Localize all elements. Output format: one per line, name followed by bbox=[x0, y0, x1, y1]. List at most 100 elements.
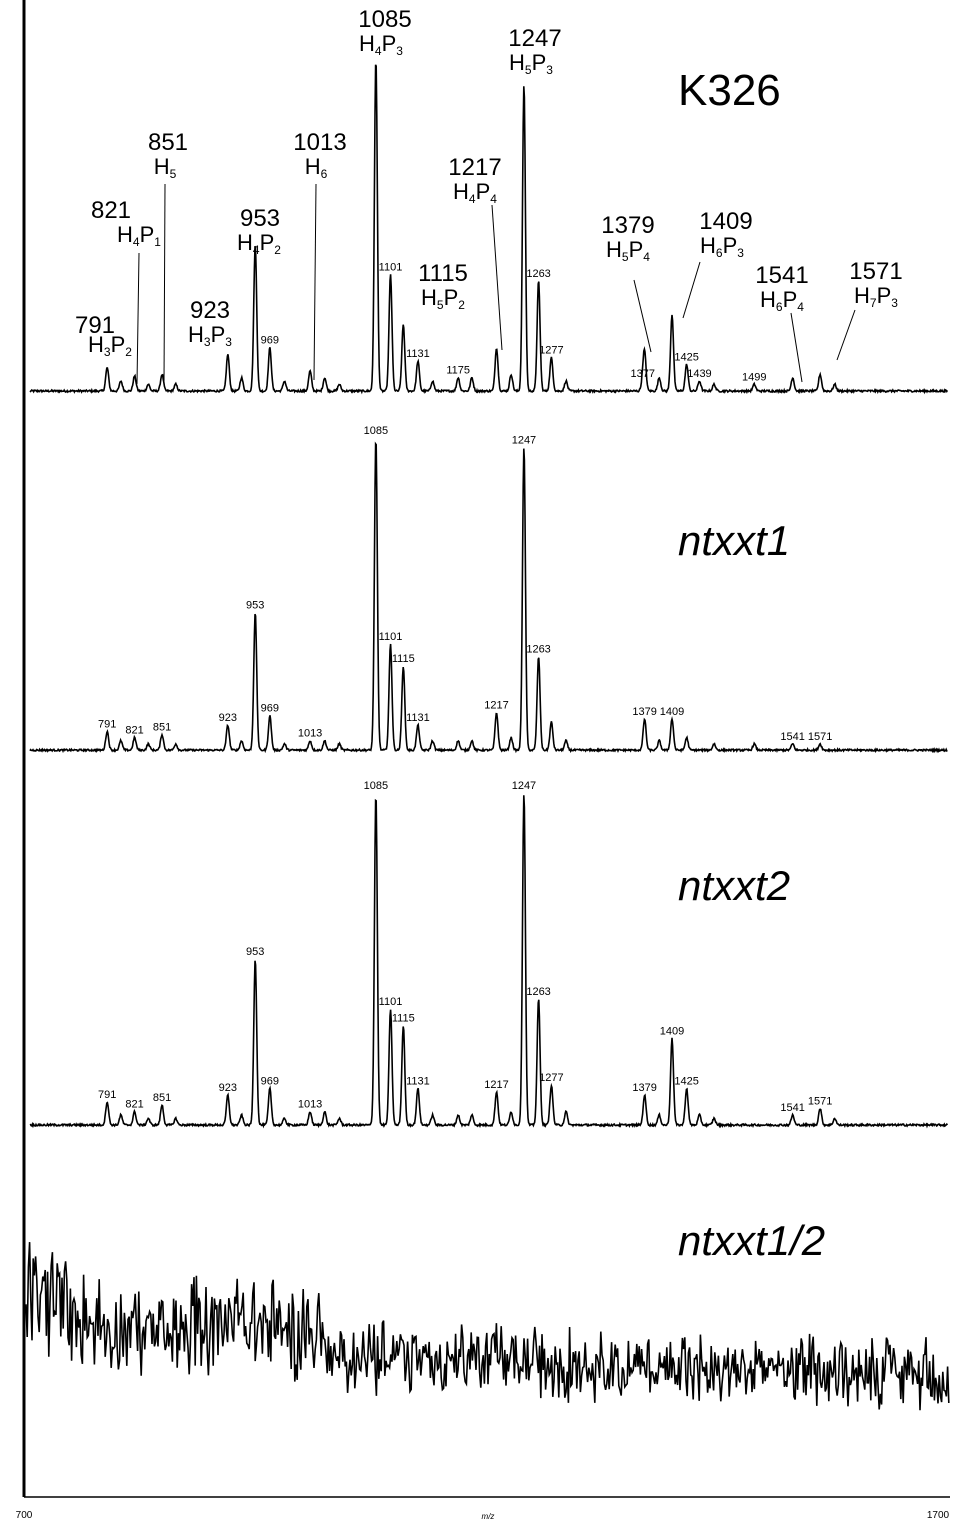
peak-label-1247: 1247 bbox=[512, 780, 536, 792]
peak-label-791: 791 bbox=[98, 718, 116, 730]
annotation-mass-1379: 1379 bbox=[601, 212, 654, 239]
peak-label-791: 791 bbox=[98, 1089, 116, 1101]
peak-label-1247: 1247 bbox=[512, 434, 536, 446]
peak-label-1425: 1425 bbox=[674, 1075, 698, 1087]
sample-titles: K326 ntxxt1 ntxxt2 ntxxt1/2 bbox=[678, 66, 825, 1264]
peak-label-1379: 1379 bbox=[632, 706, 656, 718]
spectrum-trace bbox=[29, 441, 948, 754]
peak-label-1499: 1499 bbox=[742, 371, 766, 383]
leader-line-1217 bbox=[491, 204, 503, 351]
peak-label-1013: 1013 bbox=[298, 728, 322, 740]
peak-label-1439: 1439 bbox=[687, 368, 711, 380]
peak-label-1131: 1131 bbox=[406, 1075, 430, 1087]
peak-label-851: 851 bbox=[153, 721, 171, 733]
annotation-mass-791: 791 bbox=[75, 312, 115, 339]
annotation-mass-851: 851 bbox=[148, 129, 188, 156]
spectrum-trace bbox=[29, 795, 949, 1129]
annotation-composition-821: H4P1 bbox=[117, 222, 161, 249]
x-tick-max: 1700 bbox=[927, 1510, 950, 1521]
peak-label-1101: 1101 bbox=[379, 261, 403, 273]
panel-ntxxt2 bbox=[29, 795, 949, 1129]
peak-label-1217: 1217 bbox=[484, 1079, 508, 1091]
annotation-composition-1247: H5P3 bbox=[509, 50, 553, 77]
annotation-composition-923: H3P3 bbox=[188, 322, 232, 349]
peak-label-1175: 1175 bbox=[446, 365, 470, 377]
peak-label-1377: 1377 bbox=[631, 368, 655, 380]
annotation-composition-851: H5 bbox=[154, 154, 177, 181]
peak-label-1263: 1263 bbox=[526, 643, 550, 655]
annotation-composition-1217: H4P4 bbox=[453, 179, 497, 206]
peak-label-1425: 1425 bbox=[674, 351, 698, 363]
annotation-composition-1115: H5P2 bbox=[421, 285, 465, 312]
x-axis-label: m/z bbox=[482, 1512, 495, 1521]
annotation-mass-821: 821 bbox=[91, 197, 131, 224]
peak-label-1571: 1571 bbox=[808, 1095, 832, 1107]
sample-title: ntxxt1 bbox=[678, 517, 790, 564]
annotation-mass-1247: 1247 bbox=[508, 25, 561, 52]
peak-label-923: 923 bbox=[219, 712, 237, 724]
peak-label-1409: 1409 bbox=[660, 1026, 684, 1038]
sample-title: K326 bbox=[678, 66, 781, 115]
peak-label-969: 969 bbox=[261, 335, 279, 347]
annotation-mass-1541: 1541 bbox=[755, 262, 808, 289]
annotation-mass-1115: 1115 bbox=[418, 260, 468, 287]
peak-label-1115: 1115 bbox=[392, 653, 415, 665]
annotation-mass-1013: 1013 bbox=[293, 129, 346, 156]
peak-label-1085: 1085 bbox=[364, 425, 388, 437]
peak-label-1085: 1085 bbox=[364, 780, 388, 792]
panel-ntxxt1 bbox=[29, 441, 948, 754]
annotation-mass-1409: 1409 bbox=[699, 208, 752, 235]
annotation-mass-923: 923 bbox=[190, 297, 230, 324]
peak-label-969: 969 bbox=[261, 703, 279, 715]
sample-title: ntxxt1/2 bbox=[678, 1217, 825, 1264]
leader-line-821 bbox=[136, 252, 140, 385]
spectra-traces bbox=[25, 64, 950, 1411]
peak-label-1263: 1263 bbox=[526, 986, 550, 998]
peak-label-1263: 1263 bbox=[526, 268, 550, 280]
peak-annotations: 969 1101 1131 1175 1263 1277 1377 1425 1439 1499 7… bbox=[75, 6, 903, 1114]
annotation-mass-1571: 1571 bbox=[849, 258, 902, 285]
peak-label-1277: 1277 bbox=[539, 345, 563, 357]
leader-line-1379 bbox=[633, 279, 652, 353]
peak-label-1115: 1115 bbox=[392, 1012, 415, 1024]
annotation-mass-1085: 1085 bbox=[358, 6, 411, 33]
sample-title: ntxxt2 bbox=[678, 862, 790, 909]
panel-ntxxt1-2 bbox=[25, 1242, 950, 1411]
x-tick-min: 700 bbox=[16, 1510, 33, 1521]
peak-label-953: 953 bbox=[246, 600, 264, 612]
leader-line-1409 bbox=[682, 261, 701, 319]
peak-label-821: 821 bbox=[125, 725, 143, 737]
annotation-composition-953: H4P2 bbox=[237, 230, 281, 257]
annotation-composition-1409: H6P3 bbox=[700, 233, 744, 260]
peak-label-1013: 1013 bbox=[298, 1099, 322, 1111]
peak-label-821: 821 bbox=[125, 1099, 143, 1111]
peak-label-1379: 1379 bbox=[632, 1082, 656, 1094]
annotation-composition-1541: H6P4 bbox=[760, 287, 804, 314]
annotation-composition-1379: H5P4 bbox=[606, 237, 650, 264]
peak-label-953: 953 bbox=[246, 946, 264, 958]
peak-label-969: 969 bbox=[261, 1075, 279, 1087]
spectrum-trace bbox=[29, 64, 949, 395]
peak-label-1571: 1571 bbox=[808, 731, 832, 743]
annotation-composition-791: H3P2 bbox=[88, 332, 132, 359]
peak-label-1541: 1541 bbox=[780, 1102, 804, 1114]
peak-label-923: 923 bbox=[219, 1082, 237, 1094]
peak-label-1217: 1217 bbox=[484, 700, 508, 712]
leader-line-1541 bbox=[790, 312, 803, 383]
leader-line-851 bbox=[163, 183, 166, 385]
panel-K326 bbox=[29, 64, 949, 395]
peak-label-1101: 1101 bbox=[379, 996, 403, 1008]
annotation-composition-1085: H4P3 bbox=[359, 31, 403, 58]
leader-line-1571 bbox=[836, 309, 856, 361]
peak-label-1277: 1277 bbox=[539, 1072, 563, 1084]
annotation-composition-1571: H7P3 bbox=[854, 283, 898, 310]
peak-label-1131: 1131 bbox=[406, 348, 430, 360]
spectrum-trace bbox=[25, 1242, 950, 1411]
peak-label-1409: 1409 bbox=[660, 706, 684, 718]
peak-label-1101: 1101 bbox=[379, 631, 403, 643]
leader-line-1013 bbox=[313, 183, 317, 381]
peak-label-851: 851 bbox=[153, 1092, 171, 1104]
annotation-mass-953: 953 bbox=[240, 205, 280, 232]
peak-label-1131: 1131 bbox=[406, 712, 430, 724]
